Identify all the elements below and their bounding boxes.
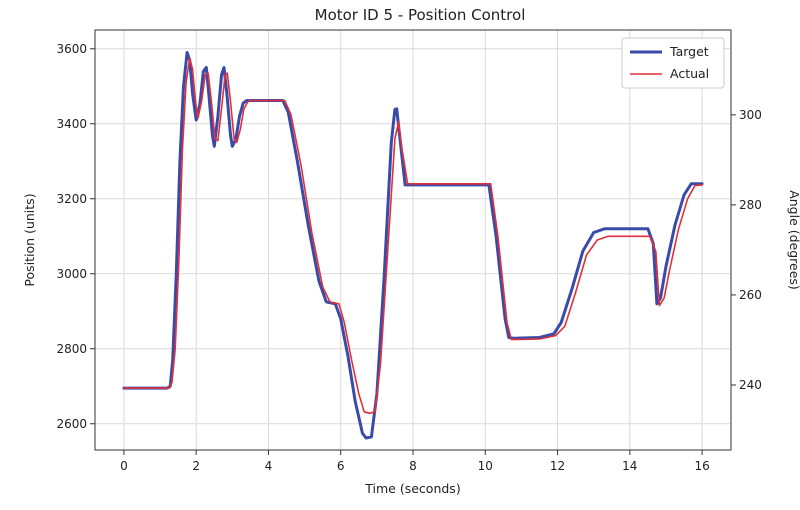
x-tick-label: 14 [622,459,637,473]
chart-title: Motor ID 5 - Position Control [315,6,526,24]
y-axis-ticks: 2600 2800 3000 3200 3400 3600 [56,42,95,431]
y-tick-label: 3600 [56,42,87,56]
y-tick-label: 2800 [56,342,87,356]
x-tick-label: 2 [192,459,200,473]
y-tick-label: 3400 [56,117,87,131]
x-tick-label: 16 [694,459,709,473]
x-tick-label: 12 [550,459,565,473]
x-axis-title: Time (seconds) [364,481,460,496]
legend-label-target: Target [669,44,709,59]
y-axis-title: Position (units) [22,193,37,286]
legend-label-actual: Actual [670,66,709,81]
y-tick-label: 2600 [56,417,87,431]
series-line-target [122,51,704,440]
x-tick-label: 10 [478,459,493,473]
y2-axis-ticks: 240 260 280 300 [731,108,762,392]
y-tick-label: 3000 [56,267,87,281]
y2-tick-label: 260 [739,288,762,302]
y2-tick-label: 300 [739,108,762,122]
x-tick-label: 8 [409,459,417,473]
x-tick-label: 6 [337,459,345,473]
y-tick-label: 3200 [56,192,87,206]
y2-tick-label: 240 [739,378,762,392]
x-axis-ticks: 0 2 4 6 8 10 12 14 16 [120,450,710,473]
x-tick-label: 4 [265,459,273,473]
series-line-actual [123,57,703,415]
x-tick-label: 0 [120,459,128,473]
grid [95,30,731,450]
legend: Target Actual [621,37,725,89]
series-layer [122,51,704,440]
y2-axis-title: Angle (degrees) [787,190,800,290]
y2-tick-label: 280 [739,198,762,212]
